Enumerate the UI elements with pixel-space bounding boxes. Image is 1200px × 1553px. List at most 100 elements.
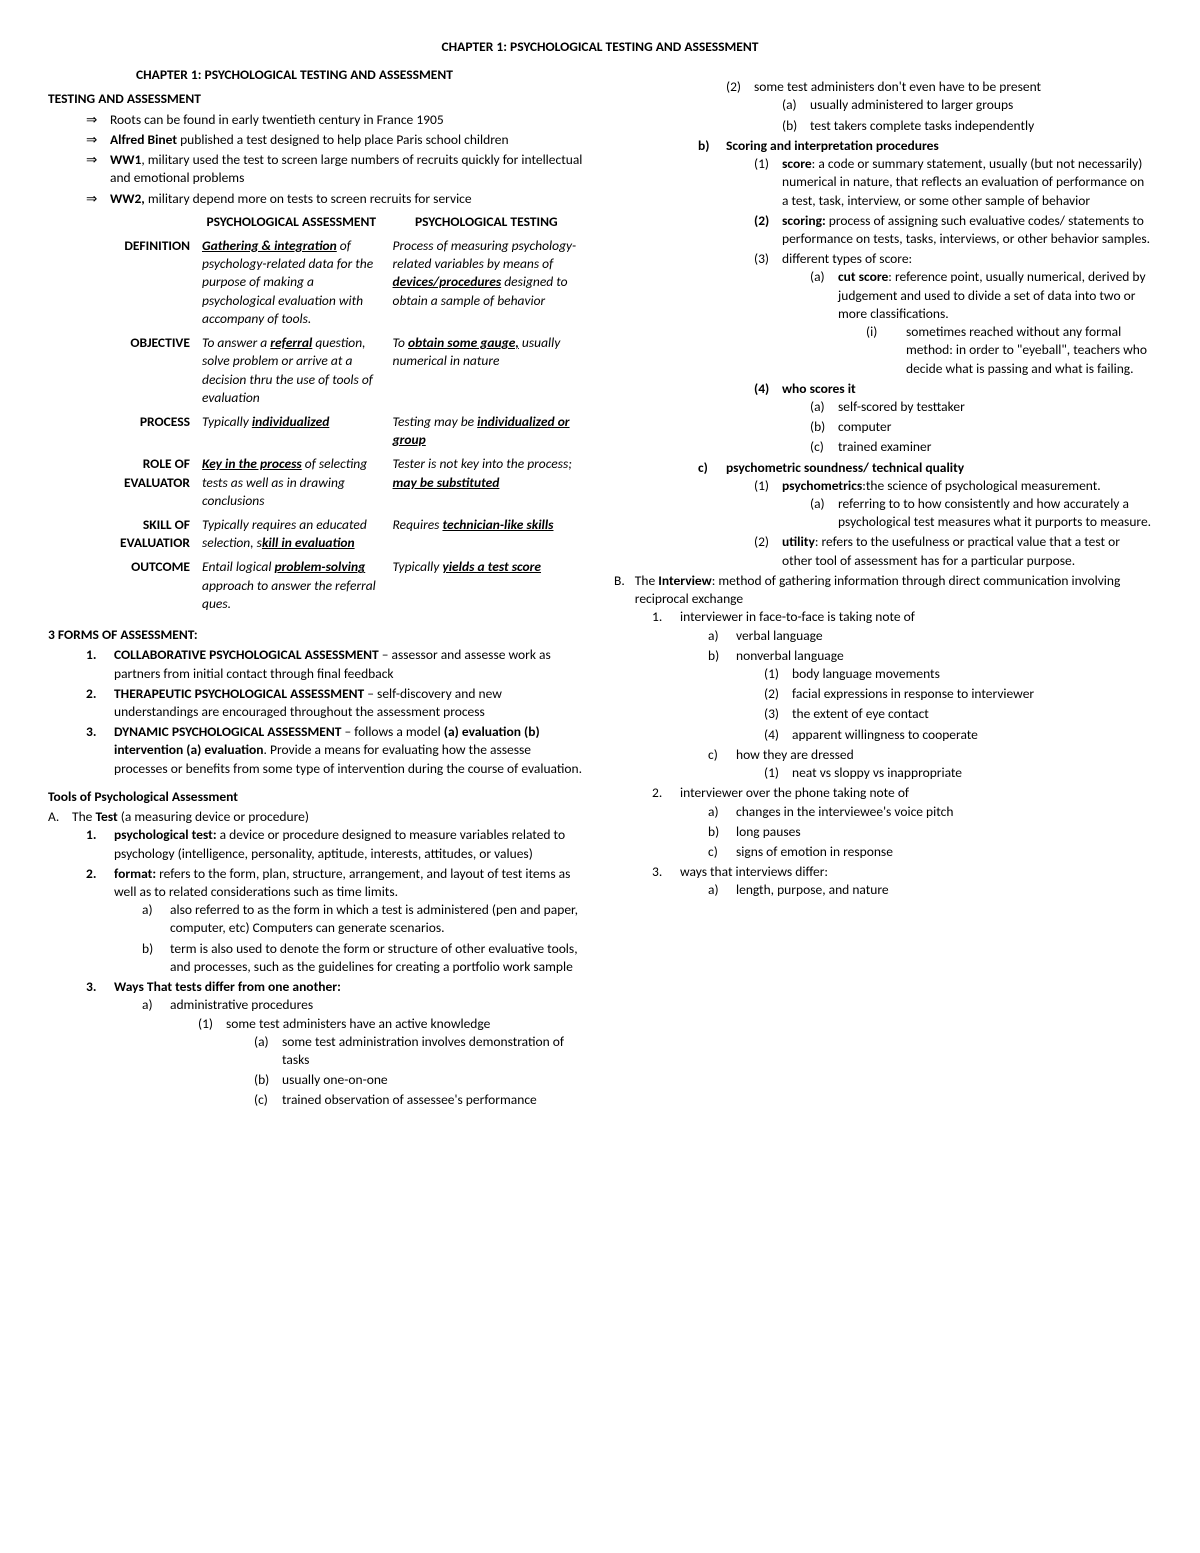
intro-bullets: Roots can be found in early twentieth ce… — [86, 111, 586, 208]
admin-detail: (a)some test administration involves dem… — [254, 1033, 586, 1110]
psychometric-list: (1)psychometrics:the science of psycholo… — [754, 477, 1152, 570]
list-item: (i)sometimes reached without any formal … — [866, 323, 1152, 378]
content-columns: CHAPTER 1: PSYCHOLOGICAL TESTING AND ASS… — [48, 60, 1152, 1111]
list-item: b)nonverbal language (1)body language mo… — [708, 647, 1152, 744]
table-cell: Tester is not key into the process; may … — [387, 452, 586, 513]
tool-a: A. The Test (a measuring device or proce… — [48, 808, 586, 826]
list-item: 3.ways that interviews differ: a)length,… — [652, 863, 1152, 899]
list-item: (c)trained examiner — [810, 438, 1152, 456]
row-label: ROLE OF EVALUATOR — [96, 452, 196, 513]
list-item: (1)some test administers have an active … — [198, 1015, 586, 1110]
table-cell: Testing may be individualized or group — [387, 410, 586, 452]
tool-b: B. The Interview: method of gathering in… — [614, 572, 1152, 608]
list-item: (1)neat vs sloppy vs inappropriate — [764, 764, 1152, 782]
table-cell: Key in the process of selecting tests as… — [196, 452, 387, 513]
intro-bullet: Roots can be found in early twentieth ce… — [86, 111, 586, 129]
right-column: (2)some test administers don't even have… — [614, 60, 1152, 1111]
list-item: a)verbal language — [708, 627, 1152, 645]
list-item: (2)scoring: process of assigning such ev… — [754, 212, 1152, 248]
list-item: (3)the extent of eye contact — [764, 705, 1152, 723]
list-item: (4)who scores it (a)self-scored by testt… — [754, 380, 1152, 457]
table-cell: Gathering & integration of psychology-re… — [196, 234, 387, 331]
list-item: (1)psychometrics:the science of psycholo… — [754, 477, 1152, 532]
list-item: 1.interviewer in face-to-face is taking … — [652, 608, 1152, 782]
list-item: (a)some test administration involves dem… — [254, 1033, 586, 1069]
list-item: (2)utility: refers to the usefulness or … — [754, 533, 1152, 569]
nonverbal-list: (1)body language movements (2)facial exp… — [764, 665, 1152, 744]
table-header: PSYCHOLOGICAL ASSESSMENT — [196, 210, 387, 234]
admin-cont: (2)some test administers don't even have… — [726, 78, 1152, 135]
section-forms: 3 FORMS OF ASSESSMENT: — [48, 626, 586, 644]
table-cell: To answer a referral question, solve pro… — [196, 331, 387, 410]
intro-bullet: Alfred Binet published a test designed t… — [86, 131, 586, 149]
list-item: (a)referring to to how consistently and … — [810, 495, 1152, 531]
list-item: c)how they are dressed (1)neat vs sloppy… — [708, 746, 1152, 782]
who-scores: (a)self-scored by testtaker (b)computer … — [810, 398, 1152, 457]
list-item: c)signs of emotion in response — [708, 843, 1152, 861]
list-item: a)length, purpose, and nature — [708, 881, 1152, 899]
table-cell: Typically individualized — [196, 410, 387, 452]
list-item: b)Scoring and interpretation procedures … — [698, 137, 1152, 457]
list-item: (b)computer — [810, 418, 1152, 436]
list-item: (1)body language movements — [764, 665, 1152, 683]
left-column: CHAPTER 1: PSYCHOLOGICAL TESTING AND ASS… — [48, 60, 586, 1111]
list-item: (b)usually one-on-one — [254, 1071, 586, 1089]
row-label: OBJECTIVE — [96, 331, 196, 410]
intro-bullet: WW1, military used the test to screen la… — [86, 151, 586, 187]
row-label: DEFINITION — [96, 234, 196, 331]
psychometric-detail: (a)referring to to how consistently and … — [810, 495, 1152, 531]
list-item: a)changes in the interviewee's voice pit… — [708, 803, 1152, 821]
comparison-table: PSYCHOLOGICAL ASSESSMENT PSYCHOLOGICAL T… — [96, 210, 586, 616]
table-cell: Entail logical problem-solving approach … — [196, 555, 387, 616]
format-sublist: a)also referred to as the form in which … — [142, 901, 586, 976]
list-item: 2.interviewer over the phone taking note… — [652, 784, 1152, 861]
list-item: 1.COLLABORATIVE PSYCHOLOGICAL ASSESSMENT… — [86, 646, 586, 682]
row-label: SKILL OF EVALUATIOR — [96, 513, 196, 555]
list-item: a)also referred to as the form in which … — [142, 901, 586, 937]
list-item: (4)apparent willingness to cooperate — [764, 726, 1152, 744]
table-cell: Typically yields a test score — [387, 555, 586, 616]
list-item: b)long pauses — [708, 823, 1152, 841]
admin-sublist: (1)some test administers have an active … — [198, 1015, 586, 1110]
admin-detail2: (a)usually administered to larger groups… — [782, 96, 1152, 134]
table-header: PSYCHOLOGICAL TESTING — [387, 210, 586, 234]
dress-list: (1)neat vs sloppy vs inappropriate — [764, 764, 1152, 782]
list-item: 3.DYNAMIC PSYCHOLOGICAL ASSESSMENT – fol… — [86, 723, 586, 778]
list-item: c)psychometric soundness/ technical qual… — [698, 459, 1152, 570]
cut-score-detail: (i)sometimes reached without any formal … — [866, 323, 1152, 378]
list-item: (b)test takers complete tasks independen… — [782, 117, 1152, 135]
table-cell: To obtain some gauge, usually numerical … — [387, 331, 586, 410]
list-item: (2)facial expressions in response to int… — [764, 685, 1152, 703]
forms-list: 1.COLLABORATIVE PSYCHOLOGICAL ASSESSMENT… — [86, 646, 586, 778]
list-item: 3.Ways That tests differ from one anothe… — [86, 978, 586, 1110]
table-cell: Process of measuring psychology-related … — [387, 234, 586, 331]
chapter-heading: CHAPTER 1: PSYCHOLOGICAL TESTING AND ASS… — [136, 66, 586, 84]
list-item: (a)cut score: reference point, usually n… — [810, 268, 1152, 377]
row-label: OUTCOME — [96, 555, 196, 616]
list-item: a)administrative procedures (1)some test… — [142, 996, 586, 1109]
row-label: PROCESS — [96, 410, 196, 452]
list-item: b)term is also used to denote the form o… — [142, 940, 586, 976]
list-item: (a)self-scored by testtaker — [810, 398, 1152, 416]
list-item: 2.format: refers to the form, plan, stru… — [86, 865, 586, 976]
interview-f2f: a)verbal language b)nonverbal language (… — [708, 627, 1152, 783]
ways-b: b)Scoring and interpretation procedures … — [698, 137, 1152, 570]
list-item: 2.THERAPEUTIC PSYCHOLOGICAL ASSESSMENT –… — [86, 685, 586, 721]
phone-list: a)changes in the interviewee's voice pit… — [708, 803, 1152, 862]
scoring-list: (1)score: a code or summary statement, u… — [754, 155, 1152, 457]
list-item: (2)some test administers don't even have… — [726, 78, 1152, 135]
test-sublist: 1.psychological test: a device or proced… — [86, 826, 586, 1109]
section-testing-assessment: TESTING AND ASSESSMENT — [48, 90, 586, 108]
interview-differ: a)length, purpose, and nature — [708, 881, 1152, 899]
score-types: (a)cut score: reference point, usually n… — [810, 268, 1152, 377]
list-item: (c)trained observation of assessee's per… — [254, 1091, 586, 1109]
page-title: CHAPTER 1: PSYCHOLOGICAL TESTING AND ASS… — [48, 38, 1152, 56]
ways-sublist: a)administrative procedures (1)some test… — [142, 996, 586, 1109]
list-item: (3)different types of score: (a)cut scor… — [754, 250, 1152, 378]
section-tools: Tools of Psychological Assessment — [48, 788, 586, 806]
table-cell: Typically requires an educated selection… — [196, 513, 387, 555]
intro-bullet: WW2, military depend more on tests to sc… — [86, 190, 586, 208]
interview-list: 1.interviewer in face-to-face is taking … — [652, 608, 1152, 899]
table-cell: Requires technician-like skills — [387, 513, 586, 555]
list-item: (a)usually administered to larger groups — [782, 96, 1152, 114]
